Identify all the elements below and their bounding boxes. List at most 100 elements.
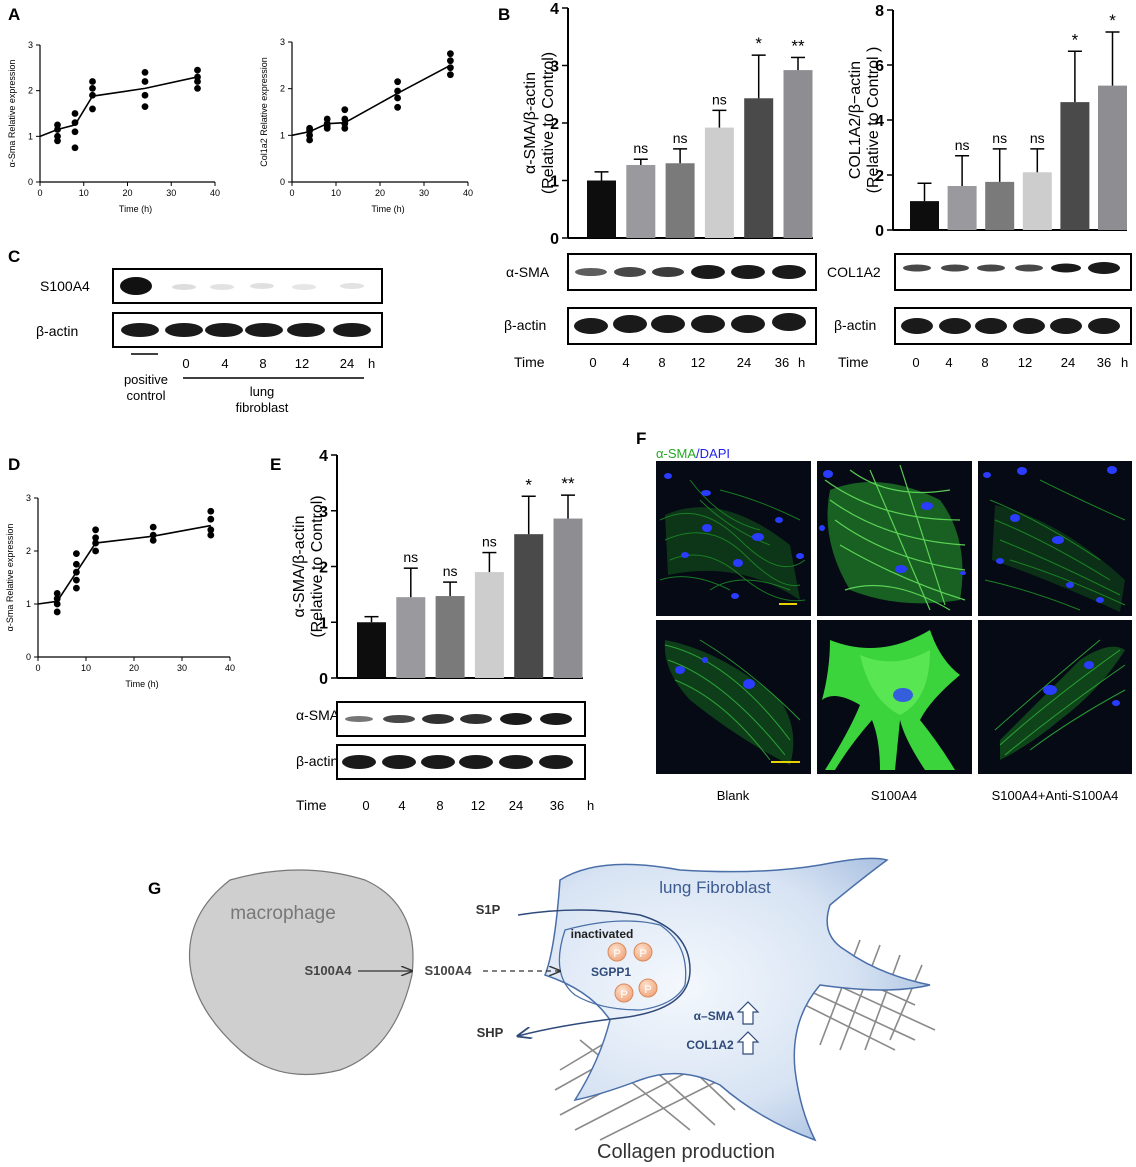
- y-tick-label: 2: [26, 546, 31, 556]
- data-point: [141, 103, 149, 111]
- data-point: [341, 120, 349, 128]
- y-tick-label: 2: [319, 560, 328, 577]
- blot-b2-col-strip: [894, 253, 1132, 291]
- blot-b2-band: [1088, 318, 1120, 334]
- x-tick-label: 40: [463, 188, 473, 198]
- significance-label: *: [525, 475, 532, 494]
- blot-c-band: [292, 284, 316, 290]
- s1p-pathway-arrow: [518, 909, 691, 1036]
- blot-b1-lane: 12: [691, 355, 705, 370]
- x-tick-label: 30: [419, 188, 429, 198]
- panel-label-d: D: [8, 455, 20, 474]
- blot-b1-band: [772, 265, 806, 279]
- fit-line: [39, 76, 198, 138]
- bar: [910, 201, 939, 230]
- blot-c-band: [172, 284, 196, 290]
- y-tick-label: 3: [28, 40, 33, 50]
- y-tick-label: 3: [26, 493, 31, 503]
- significance-label: ns: [992, 130, 1007, 146]
- phosphate-group: P P P P: [607, 942, 658, 1003]
- phosphate-label: P: [639, 948, 646, 960]
- blot-c-band: [245, 323, 283, 337]
- blot-b2-band: [903, 264, 931, 272]
- blot-b1-band: [691, 265, 725, 279]
- blot-c-band: [287, 323, 325, 337]
- blot-e-band: [383, 715, 415, 723]
- significance-label: *: [755, 34, 762, 53]
- blot-b1-lane: 4: [622, 355, 629, 370]
- blot-e-band: [345, 716, 373, 722]
- fit-line: [291, 64, 451, 137]
- y-axis-subtitle: (Relative to Control): [309, 495, 326, 637]
- blot-c-band: [205, 323, 243, 337]
- data-point: [141, 69, 149, 76]
- blot-c-band: [210, 284, 234, 290]
- significance-label: ns: [955, 137, 970, 153]
- bar: [1098, 85, 1127, 230]
- y-axis-title: α-SMA/β-actin: [291, 515, 308, 617]
- data-point: [306, 124, 313, 132]
- blot-b1-band: [691, 315, 725, 333]
- blot-c-s100a4-strip: [112, 268, 383, 304]
- chart-d-alpha-sma: 0 10 20 30 40 0 1 2 3 Time (h) α-Sma Relative expr…: [5, 493, 235, 689]
- blot-e-lane: 8: [436, 798, 443, 813]
- data-point: [447, 64, 454, 72]
- data-point: [89, 78, 96, 85]
- blot-e-row1-label: α-SMA: [296, 707, 340, 723]
- micrograph-anti-bottom: [978, 620, 1132, 774]
- micrograph-s100a4-top: [817, 461, 972, 616]
- y-tick-label: 3: [319, 504, 328, 521]
- data-point: [207, 531, 215, 539]
- schematic: macrophage S100A4 S100A4 lung Fibroblast…: [188, 857, 936, 1163]
- y-tick-label: 0: [550, 231, 559, 248]
- blot-e-row2-label: β-actin: [296, 753, 338, 769]
- blot-b2-band: [901, 318, 933, 334]
- y-tick-label: 0: [28, 177, 33, 187]
- bar: [396, 597, 426, 678]
- x-tick-label: 20: [122, 188, 132, 198]
- blot-e-unit: h: [587, 798, 594, 813]
- blot-b2-band: [1088, 262, 1120, 274]
- blot-b1-band: [651, 315, 685, 333]
- x-tick-label: 40: [225, 663, 235, 673]
- x-tick-label: 30: [177, 663, 187, 673]
- data-point: [54, 121, 61, 129]
- fibroblast-cell: [544, 857, 931, 1142]
- panel-label-a: A: [8, 5, 20, 24]
- bar: [1060, 102, 1090, 230]
- x-tick-label: 0: [289, 188, 294, 198]
- y-tick-label: 2: [875, 168, 884, 185]
- blot-b2-lane: 8: [981, 355, 988, 370]
- data-point: [341, 124, 349, 132]
- x-tick-label: 0: [35, 663, 40, 673]
- y-tick-label: 4: [550, 1, 559, 18]
- bar: [553, 518, 583, 678]
- fibroblast-label: lung Fibroblast: [659, 878, 771, 897]
- bar: [626, 164, 656, 238]
- y-tick-label: 0: [875, 223, 884, 240]
- collagen-label: Collagen production: [597, 1141, 775, 1163]
- blot-e-band: [342, 755, 376, 769]
- significance-label: *: [1109, 11, 1116, 30]
- bar: [783, 70, 813, 238]
- data-point: [306, 131, 313, 139]
- blot-e-band: [540, 713, 572, 725]
- y-axis-title: α-Sma Relative expression: [5, 524, 15, 632]
- blot-b1-band: [731, 315, 765, 333]
- bar: [985, 181, 1015, 230]
- blot-b2-band: [977, 264, 1005, 272]
- data-point: [447, 50, 454, 58]
- blot-c-band-positive: [120, 277, 152, 295]
- blot-b2-unit: h: [1121, 355, 1128, 370]
- y-tick-label: 0: [280, 177, 285, 187]
- blot-c-band: [340, 283, 364, 289]
- blot-e-lane: 0: [362, 798, 369, 813]
- blot-b2-band: [1013, 318, 1045, 334]
- up-arrow-icon: [736, 1031, 760, 1055]
- data-point: [207, 526, 215, 534]
- blot-c-band: [121, 323, 159, 337]
- stain-legend-green: α-SMA: [656, 446, 696, 461]
- blot-b1-band: [731, 265, 765, 279]
- blot-b2-row1-label: COL1A2: [827, 264, 881, 280]
- y-axis-title: Col1a2 Relative expression: [259, 57, 269, 167]
